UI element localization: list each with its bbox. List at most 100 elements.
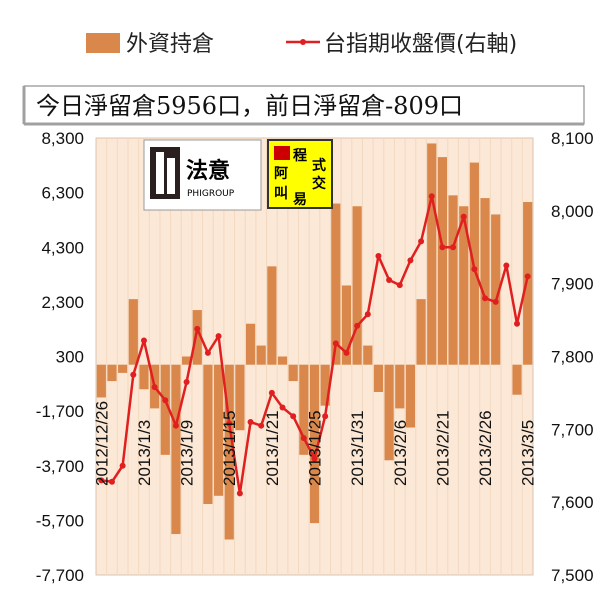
position-bar [459,206,469,365]
price-point [471,266,478,273]
x-axis-tick-label: 2013/1/15 [220,410,239,486]
logo-right-char-5: 叫 [274,185,288,202]
logo-right-char-1: 程 [293,148,307,164]
price-point [418,238,425,245]
x-axis-tick-label: 2012/12/26 [92,401,111,486]
price-point [108,478,115,485]
annotation-text: 今日淨留倉5956口，前日淨留倉-809口 [36,92,463,120]
x-axis-tick-label: 2013/2/21 [433,410,452,486]
legend-bar-label: 外資持倉 [126,32,214,57]
left-axis-tick-label: -3,700 [36,457,84,476]
left-axis-tick-label: 6,300 [41,184,84,203]
legend-bar-swatch [86,33,120,53]
left-axis-tick-label: 300 [56,348,84,367]
position-bar [96,364,106,398]
line-series [98,193,531,497]
position-bar [523,202,533,365]
legend: 外資持倉 台指期收盤價(右軸) [86,32,517,57]
price-point [386,277,393,284]
logo-right-char-6: 易 [293,192,307,208]
right-axis-tick-label: 7,700 [551,420,594,439]
left-axis-tick-label: -5,700 [36,511,84,530]
position-bar [416,299,426,365]
position-bar [384,364,394,461]
position-bar [203,364,213,504]
price-point [322,413,329,420]
x-axis-tick-label: 2013/1/3 [135,420,154,486]
left-axis-ticks: 8,300 6,300 4,300 2,300 300 -1,700 -3,700 -5,70… [36,129,84,585]
price-point [98,477,105,484]
position-bar [341,285,352,365]
logo-left-main-text: 法意 [186,158,230,184]
position-bar [299,364,309,455]
x-axis-tick-label: 2013/3/5 [519,420,538,486]
position-bar [331,203,341,365]
price-point [194,325,201,332]
position-bar [224,364,234,540]
position-bar [363,345,373,365]
price-point [140,337,147,344]
annotation-box: 今日淨留倉5956口，前日淨留倉-809口 [22,85,585,126]
position-bar [107,364,117,382]
price-point [460,213,467,220]
x-axis-tick-label: 2013/2/6 [391,420,410,486]
left-axis-tick-label: 4,300 [41,238,84,257]
position-bar [320,364,330,406]
x-axis-ticks: 2012/12/26 2013/1/3 2013/1/9 2013/1/15 2013/… [92,401,537,486]
price-point [407,257,414,264]
price-point [290,413,297,420]
price-point [364,311,371,318]
price-point [215,333,222,340]
price-point [503,262,510,269]
left-axis-tick-label: -1,700 [36,402,84,421]
position-bar [139,364,149,390]
x-axis-tick-label: 2013/1/21 [263,410,282,486]
logo-left-icon [150,147,180,199]
position-bar [309,364,320,524]
position-bar [128,299,138,365]
price-point [514,320,521,327]
position-bar [235,364,245,431]
position-bar [448,195,458,365]
price-point [236,490,243,497]
right-axis-tick-label: 7,800 [551,348,594,367]
price-point [428,193,435,200]
price-point [439,244,446,251]
price-point [375,252,382,259]
price-point [482,295,489,302]
logo-right-char-3: 阿 [274,166,288,182]
legend-line-marker [300,39,306,45]
position-bar [395,364,405,409]
right-axis-tick-label: 7,600 [551,493,594,512]
right-axis-tick-label: 7,900 [551,275,594,294]
price-point [332,340,339,347]
left-axis-tick-label: 8,300 [41,129,84,148]
left-axis-tick-label: 2,300 [41,293,84,312]
gridlines [106,138,523,575]
position-bar [512,364,522,395]
position-bar [437,157,447,365]
position-bar [427,143,437,365]
right-axis-tick-label: 8,000 [551,202,594,221]
price-point [162,397,169,404]
price-point [226,420,233,427]
position-bar [182,356,192,365]
position-bar [267,266,277,365]
price-point [524,273,531,280]
bar-series [96,143,533,540]
position-bar [118,364,128,373]
price-point [492,298,499,305]
position-bar [491,214,501,365]
logo-right-char-2: 式 [312,157,326,174]
position-bar [160,364,170,455]
position-bar [277,356,288,365]
logo-left-sub-text: PHIGROUP [187,189,235,199]
position-bar [288,364,298,382]
price-point [258,422,265,429]
position-bar [352,206,362,365]
x-axis-tick-label: 2013/2/26 [476,410,495,486]
price-point [300,435,307,442]
price-point [268,389,275,396]
position-bar [256,345,266,365]
